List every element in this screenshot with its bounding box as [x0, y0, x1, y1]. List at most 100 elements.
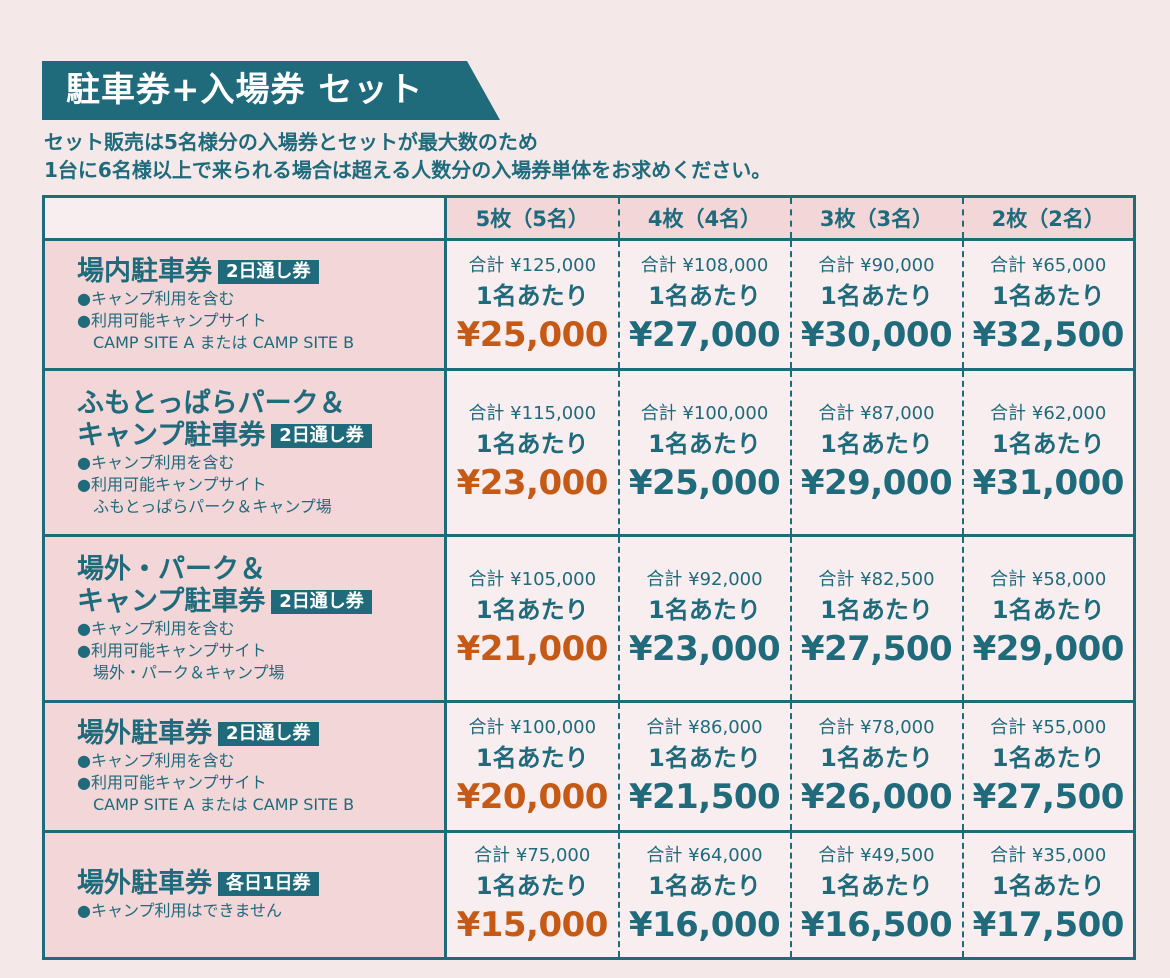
per-person-label: 1名あたり — [991, 872, 1105, 900]
per-person-price: ¥32,500 — [972, 314, 1125, 355]
ticket-type-badge: 2日通し券 — [271, 423, 372, 448]
per-person-label: 1名あたり — [991, 595, 1105, 624]
ticket-title: キャンプ駐車券 2日通し券 — [77, 420, 444, 452]
row-header: 場外・パーク＆ キャンプ駐車券 2日通し券 ●キャンプ利用を含む ●利用可能キャンプサイ… — [43, 535, 447, 703]
total-price: 合計 ¥82,500 — [818, 568, 935, 590]
per-person-price: ¥29,000 — [972, 628, 1125, 669]
ticket-title-text: 場外駐車券 — [77, 717, 212, 749]
section-title-banner: 駐車券+入場券 セット — [42, 61, 500, 120]
row-header: 場外駐車券 2日通し券 ●キャンプ利用を含む ●利用可能キャンプサイト CAMP SIT… — [43, 701, 447, 833]
ticket-title-text: 場外駐車券 — [77, 868, 212, 899]
price-cell: 合計 ¥75,000 1名あたり ¥15,000 — [445, 831, 619, 959]
ticket-title: ふもとっぱらパーク＆ — [77, 388, 444, 420]
per-person-price: ¥15,000 — [456, 905, 609, 945]
price-table: 5枚（5名） 4枚（4名） 3枚（3名） 2枚（2名） 場内駐車券 2日通し券 ●キ… — [42, 195, 1136, 960]
row-header: 場外駐車券 各日1日券 ●キャンプ利用はできません — [43, 831, 447, 959]
ticket-notes: ●キャンプ利用を含む ●利用可能キャンプサイト CAMP SITE A または CA… — [77, 750, 444, 816]
per-person-price: ¥27,000 — [628, 314, 781, 355]
per-person-price: ¥27,500 — [972, 776, 1125, 817]
price-cell: 合計 ¥87,000 1名あたり ¥29,000 — [789, 369, 963, 537]
per-person-price: ¥23,000 — [628, 628, 781, 669]
ticket-type-badge: 2日通し券 — [218, 721, 319, 746]
ticket-note: ●キャンプ利用はできません — [77, 901, 283, 920]
price-cell: 合計 ¥105,000 1名あたり ¥21,000 — [445, 535, 619, 703]
total-price: 合計 ¥105,000 — [468, 568, 597, 590]
price-cell: 合計 ¥49,500 1名あたり ¥16,500 — [789, 831, 963, 959]
per-person-price: ¥17,500 — [972, 905, 1125, 945]
per-person-price: ¥21,500 — [628, 776, 781, 817]
price-cell: 合計 ¥115,000 1名あたり ¥23,000 — [445, 369, 619, 537]
table-row: ふもとっぱらパーク＆ キャンプ駐車券 2日通し券 ●キャンプ利用を含む ●利用可能キャン… — [43, 369, 1135, 537]
per-person-label: 1名あたり — [475, 743, 589, 772]
ticket-title: 場内駐車券 2日通し券 — [77, 256, 444, 288]
ticket-type-badge: 各日1日券 — [218, 872, 319, 896]
table-corner-cell — [43, 196, 447, 241]
per-person-price: ¥30,000 — [800, 314, 953, 355]
ticket-type-badge: 2日通し券 — [271, 589, 372, 614]
column-header: 3枚（3名） — [789, 196, 963, 241]
per-person-label: 1名あたり — [648, 429, 761, 458]
per-person-label: 1名あたり — [820, 872, 933, 900]
price-cell: 合計 ¥82,500 1名あたり ¥27,500 — [789, 535, 963, 703]
row-header: 場内駐車券 2日通し券 ●キャンプ利用を含む ●利用可能キャンプサイト CAMP SIT… — [43, 239, 447, 371]
price-cell: 合計 ¥90,000 1名あたり ¥30,000 — [789, 239, 963, 371]
ticket-notes: ●キャンプ利用はできません — [77, 900, 444, 922]
price-cell: 合計 ¥92,000 1名あたり ¥23,000 — [617, 535, 791, 703]
per-person-label: 1名あたり — [820, 281, 933, 310]
per-person-price: ¥16,500 — [800, 905, 953, 945]
per-person-label: 1名あたり — [475, 429, 589, 458]
price-cell: 合計 ¥65,000 1名あたり ¥32,500 — [961, 239, 1135, 371]
ticket-title-text: 場外・パーク＆ — [77, 553, 266, 585]
price-cell: 合計 ¥58,000 1名あたり ¥29,000 — [961, 535, 1135, 703]
price-cell: 合計 ¥100,000 1名あたり ¥25,000 — [617, 369, 791, 537]
total-price: 合計 ¥35,000 — [990, 845, 1107, 866]
price-cell: 合計 ¥108,000 1名あたり ¥27,000 — [617, 239, 791, 371]
ticket-note: ●利用可能キャンプサイト — [77, 474, 267, 494]
price-cell: 合計 ¥64,000 1名あたり ¥16,000 — [617, 831, 791, 959]
per-person-price: ¥21,000 — [456, 628, 609, 669]
per-person-label: 1名あたり — [991, 281, 1105, 310]
price-cell: 合計 ¥55,000 1名あたり ¥27,500 — [961, 701, 1135, 833]
row-header: ふもとっぱらパーク＆ キャンプ駐車券 2日通し券 ●キャンプ利用を含む ●利用可能キャン… — [43, 369, 447, 537]
table-row: 場外・パーク＆ キャンプ駐車券 2日通し券 ●キャンプ利用を含む ●利用可能キャンプサイ… — [43, 535, 1135, 703]
price-cell: 合計 ¥125,000 1名あたり ¥25,000 — [445, 239, 619, 371]
table-row: 場内駐車券 2日通し券 ●キャンプ利用を含む ●利用可能キャンプサイト CAMP SIT… — [43, 239, 1135, 371]
price-cell: 合計 ¥86,000 1名あたり ¥21,500 — [617, 701, 791, 833]
per-person-label: 1名あたり — [820, 595, 933, 624]
ticket-title: 場外・パーク＆ — [77, 554, 444, 586]
total-price: 合計 ¥49,500 — [818, 845, 935, 866]
price-cell: 合計 ¥35,000 1名あたり ¥17,500 — [961, 831, 1135, 959]
ticket-note: ふもとっぱらパーク＆キャンプ場 — [93, 496, 332, 516]
table-row: 場外駐車券 各日1日券 ●キャンプ利用はできません 合計 ¥75,000 1名あたり ¥1… — [43, 831, 1135, 959]
total-price: 合計 ¥90,000 — [818, 254, 935, 276]
per-person-label: 1名あたり — [475, 281, 589, 310]
per-person-label: 1名あたり — [820, 429, 933, 458]
total-price: 合計 ¥100,000 — [468, 716, 597, 738]
column-header: 4枚（4名） — [617, 196, 791, 241]
per-person-price: ¥26,000 — [800, 776, 953, 817]
price-cell: 合計 ¥62,000 1名あたり ¥31,000 — [961, 369, 1135, 537]
intro-line-1: セット販売は5名様分の入場券とセットが最大数のため — [44, 130, 538, 154]
ticket-notes: ●キャンプ利用を含む ●利用可能キャンプサイト ふもとっぱらパーク＆キャンプ場 — [77, 452, 444, 518]
per-person-label: 1名あたり — [648, 743, 761, 772]
ticket-note: ●キャンプ利用を含む — [77, 618, 235, 638]
ticket-title: 場外駐車券 各日1日券 — [77, 868, 444, 900]
per-person-label: 1名あたり — [820, 743, 933, 772]
total-price: 合計 ¥125,000 — [468, 254, 597, 276]
ticket-note: 場外・パーク＆キャンプ場 — [93, 662, 285, 682]
total-price: 合計 ¥87,000 — [818, 402, 935, 424]
total-price: 合計 ¥78,000 — [818, 716, 935, 738]
per-person-label: 1名あたり — [648, 281, 761, 310]
per-person-label: 1名あたり — [475, 595, 589, 624]
ticket-title: 場外駐車券 2日通し券 — [77, 718, 444, 750]
total-price: 合計 ¥92,000 — [646, 568, 763, 590]
column-header: 5枚（5名） — [445, 196, 619, 241]
per-person-price: ¥25,000 — [628, 462, 781, 503]
intro-text: セット販売は5名様分の入場券とセットが最大数のため 1台に6名様以上で来られる場… — [44, 128, 1044, 184]
ticket-type-badge: 2日通し券 — [218, 259, 319, 284]
ticket-notes: ●キャンプ利用を含む ●利用可能キャンプサイト CAMP SITE A または CA… — [77, 288, 444, 354]
total-price: 合計 ¥100,000 — [640, 402, 769, 424]
ticket-note: CAMP SITE A または CAMP SITE B — [93, 794, 355, 814]
ticket-note: ●利用可能キャンプサイト — [77, 772, 267, 792]
intro-line-2: 1台に6名様以上で来られる場合は超える人数分の入場券単体をお求めください。 — [44, 158, 772, 182]
